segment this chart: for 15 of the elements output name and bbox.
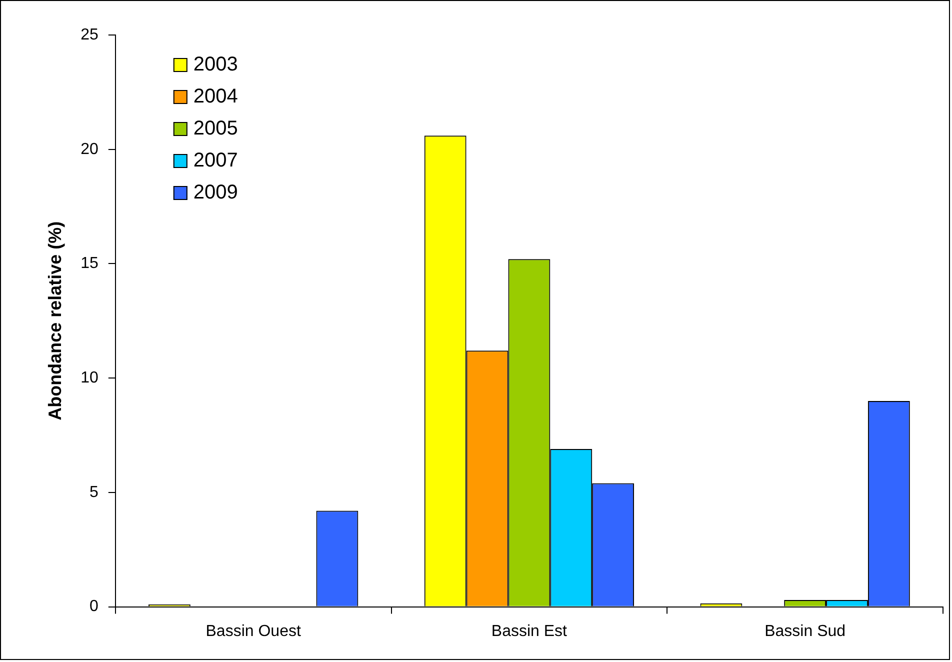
y-tick-label: 0 xyxy=(89,598,98,616)
legend-label: 2004 xyxy=(193,86,238,108)
y-tick-label: 15 xyxy=(80,255,98,272)
x-tick-label: Bassin Sud xyxy=(764,622,846,640)
y-tick-label: 25 xyxy=(80,26,98,44)
y-axis-title: Abondance relative (%) xyxy=(44,221,65,420)
y-tick-label: 10 xyxy=(80,369,98,386)
legend-label: 2007 xyxy=(193,150,238,172)
legend-label: 2009 xyxy=(193,182,238,204)
y-tick-label: 5 xyxy=(89,484,98,501)
x-tick-label: Bassin Est xyxy=(491,622,568,640)
x-tick-label: Bassin Ouest xyxy=(206,622,302,640)
legend-label: 2005 xyxy=(193,118,238,140)
y-tick-label: 20 xyxy=(80,140,98,158)
legend-label: 2003 xyxy=(193,54,238,76)
